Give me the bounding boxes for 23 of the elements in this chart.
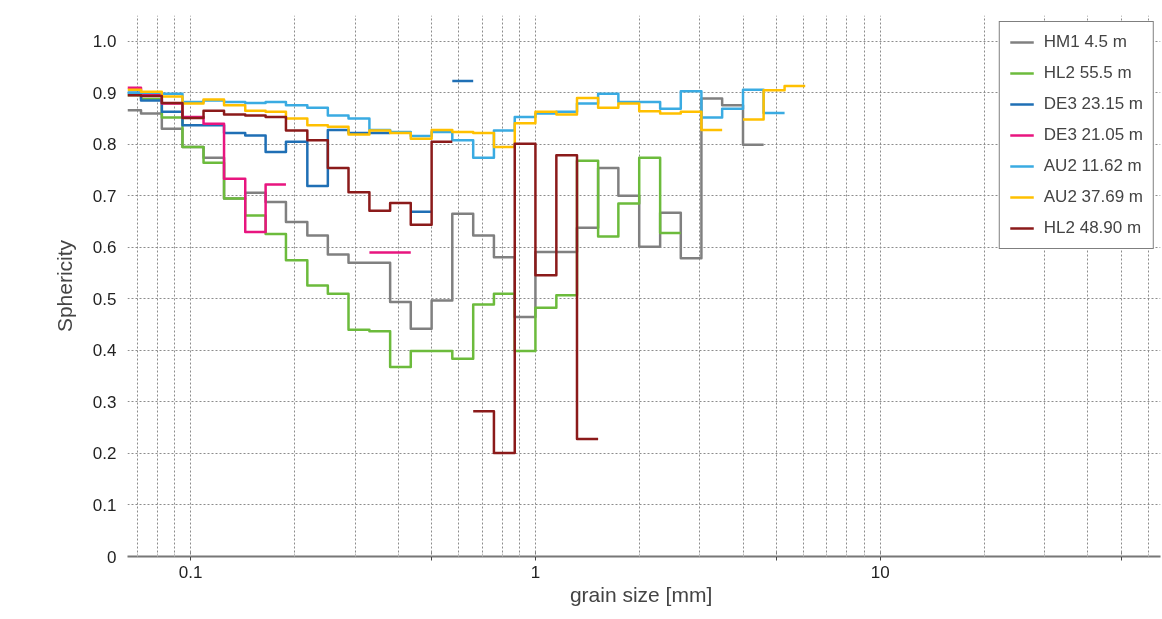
y-tick-label: 0.1 <box>92 495 117 515</box>
y-axis-title: Sphericity <box>52 239 76 333</box>
y-tick-label: 0.2 <box>92 444 117 464</box>
y-tick-label: 0.8 <box>92 135 117 155</box>
y-tick-label: 0.4 <box>92 341 117 361</box>
legend-label: AU2 37.69 m <box>1043 187 1143 207</box>
legend-label: HL2 48.90 m <box>1043 218 1142 238</box>
x-tick-label: 1 <box>530 562 541 582</box>
y-tick-label: 0.5 <box>92 289 117 309</box>
x-tick-label: 0.1 <box>178 562 203 582</box>
y-tick-label: 0.7 <box>92 186 117 206</box>
x-tick-label: 10 <box>870 562 890 582</box>
legend-label: DE3 23.15 m <box>1043 94 1143 114</box>
y-tick-label: 0 <box>107 547 117 567</box>
legend-label: AU2 11.62 m <box>1043 156 1142 176</box>
legend-label: HM1 4.5 m <box>1043 32 1127 52</box>
y-tick-label: 0.6 <box>92 238 117 258</box>
legend-label: HL2 55.5 m <box>1043 63 1132 83</box>
legend-label: DE3 21.05 m <box>1043 125 1143 145</box>
y-tick-label: 0.9 <box>92 83 117 103</box>
y-tick-label: 1.0 <box>92 32 117 52</box>
y-tick-label: 0.3 <box>92 392 117 412</box>
x-axis-title: grain size [mm] <box>569 582 713 606</box>
